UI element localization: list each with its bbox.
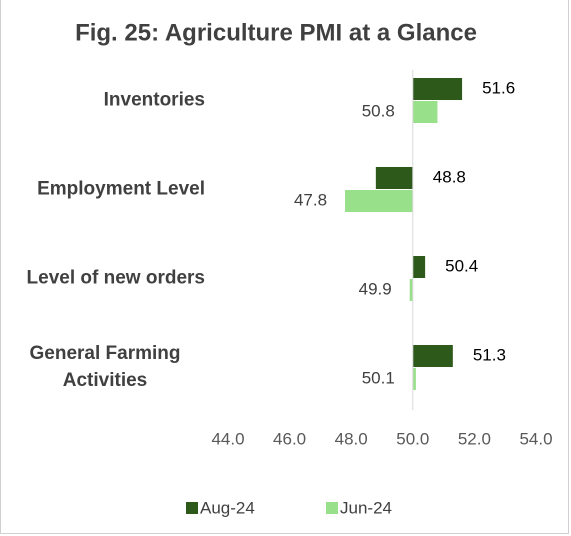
value-label: 49.9 (359, 279, 392, 298)
x-tick-label: 46.0 (273, 429, 306, 448)
bar (375, 167, 413, 189)
value-label: 50.1 (362, 368, 395, 387)
category-label-box: Employment Level (0, 176, 205, 203)
category-label-box: Inventories (0, 87, 205, 114)
category-label: General Farming Activities (29, 343, 181, 391)
bar (409, 279, 413, 301)
x-tick-label: 48.0 (335, 429, 368, 448)
value-label: 50.4 (445, 256, 478, 275)
legend-label: Jun-24 (340, 498, 392, 517)
x-tick-label: 44.0 (211, 429, 244, 448)
value-label: 51.3 (473, 345, 506, 364)
value-label: 47.8 (294, 190, 327, 209)
x-tick-label: 52.0 (458, 429, 491, 448)
legend-label: Aug-24 (200, 498, 255, 517)
bar (412, 368, 416, 390)
category-label: Inventories (103, 89, 205, 111)
legend-swatch (326, 502, 338, 514)
legend-swatch (186, 502, 198, 514)
bar (412, 78, 463, 100)
category-label: Level of new orders (26, 267, 205, 289)
x-tick-label: 50.0 (396, 429, 429, 448)
category-label-box: General Farming Activities (0, 340, 205, 394)
category-label: Employment Level (37, 178, 205, 200)
bar (412, 256, 426, 278)
category-label-box: Level of new orders (0, 265, 205, 292)
value-label: 50.8 (362, 101, 395, 120)
chart-title: Fig. 25: Agriculture PMI at a Glance (75, 19, 477, 46)
bar (412, 101, 438, 123)
x-tick-label: 54.0 (519, 429, 552, 448)
bar (412, 345, 453, 367)
value-label: 51.6 (482, 78, 515, 97)
value-label: 48.8 (433, 167, 466, 186)
bar (345, 190, 413, 212)
